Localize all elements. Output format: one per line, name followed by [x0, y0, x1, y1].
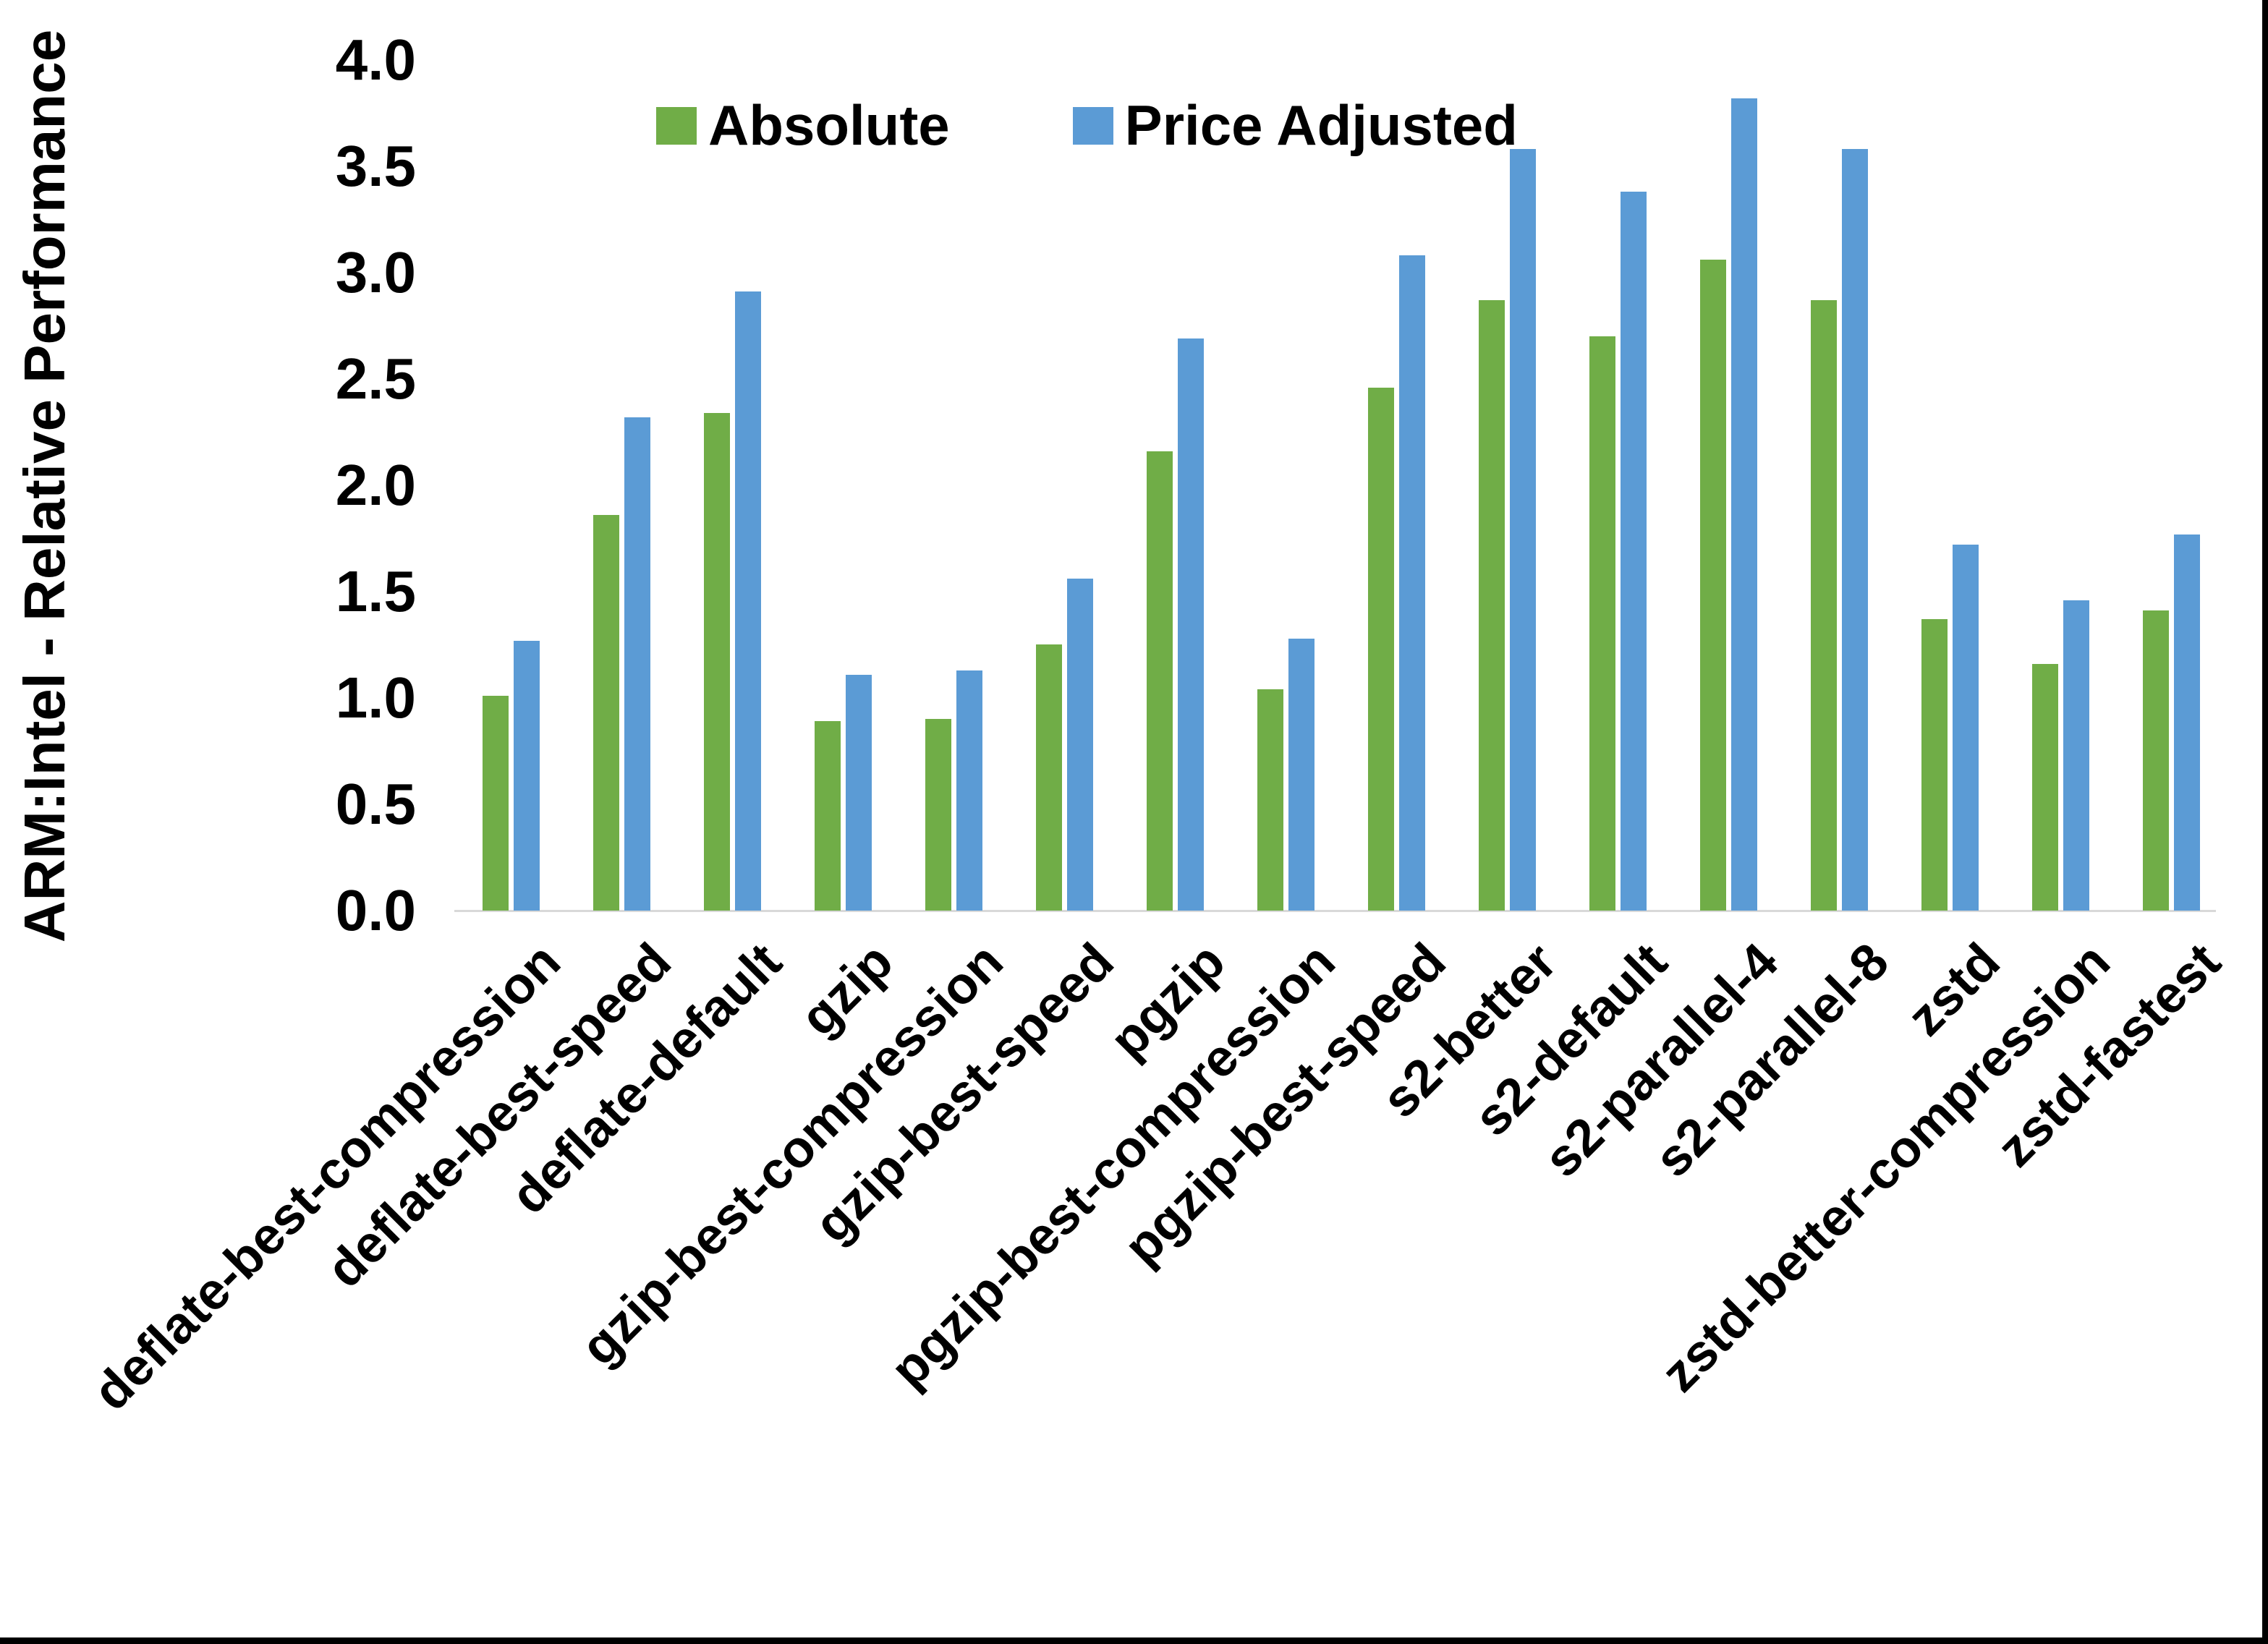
legend-item-absolute: Absolute — [656, 93, 950, 158]
bar-price-adjusted-zstd-better-compression — [2063, 600, 2089, 911]
bar-absolute-gzip-best-compression — [925, 719, 951, 911]
bar-absolute-pgzip-best-compression — [1257, 689, 1283, 911]
bar-price-adjusted-gzip — [846, 675, 872, 911]
x-axis-line — [454, 910, 2216, 912]
bar-price-adjusted-zstd-fastest — [2174, 534, 2200, 911]
bar-absolute-zstd — [1921, 619, 1948, 911]
y-tick-label: 4.0 — [335, 27, 416, 92]
y-tick-label: 3.0 — [335, 240, 416, 304]
bar-price-adjusted-s2-better — [1510, 149, 1536, 911]
legend-label-price-adjusted: Price Adjusted — [1124, 93, 1518, 157]
bar-price-adjusted-zstd — [1953, 545, 1979, 911]
window-edge-bottom — [0, 1637, 2268, 1644]
bar-absolute-zstd-fastest — [2143, 610, 2169, 911]
y-tick-label: 0.5 — [335, 772, 416, 836]
bar-price-adjusted-pgzip-best-speed — [1399, 255, 1425, 911]
bar-price-adjusted-s2-default — [1621, 192, 1647, 911]
bar-price-adjusted-s2-parallel-8 — [1842, 149, 1868, 911]
legend-label-absolute: Absolute — [708, 93, 950, 157]
bar-price-adjusted-pgzip — [1178, 338, 1204, 911]
y-tick-label: 2.0 — [335, 453, 416, 517]
plot-area — [454, 60, 2216, 912]
legend-swatch-price-adjusted-icon — [1072, 106, 1113, 145]
bar-absolute-s2-parallel-4 — [1700, 260, 1726, 911]
bar-absolute-gzip — [815, 721, 841, 911]
bar-absolute-gzip-best-speed — [1036, 644, 1062, 911]
bar-price-adjusted-deflate-best-compression — [514, 641, 540, 911]
bar-price-adjusted-pgzip-best-compression — [1288, 639, 1314, 911]
bar-price-adjusted-gzip-best-compression — [956, 670, 982, 911]
bar-absolute-s2-better — [1479, 300, 1505, 911]
bar-price-adjusted-deflate-best-speed — [624, 417, 650, 911]
window-edge-right — [2262, 0, 2268, 1644]
legend-item-price-adjusted: Price Adjusted — [1072, 93, 1518, 158]
bar-absolute-s2-parallel-8 — [1811, 300, 1837, 911]
bar-price-adjusted-s2-parallel-4 — [1731, 98, 1757, 911]
bar-absolute-deflate-default — [704, 413, 730, 911]
bar-absolute-s2-default — [1589, 336, 1615, 911]
bar-absolute-pgzip-best-speed — [1368, 388, 1394, 911]
bar-absolute-pgzip — [1147, 451, 1173, 911]
x-label-deflate-best-compression: deflate-best-compression — [82, 932, 572, 1422]
bar-absolute-zstd-better-compression — [2032, 664, 2058, 911]
y-tick-label: 1.0 — [335, 665, 416, 730]
y-tick-label: 1.5 — [335, 559, 416, 623]
bar-price-adjusted-gzip-best-speed — [1067, 579, 1093, 911]
y-tick-label: 0.0 — [335, 878, 416, 942]
legend-swatch-absolute-icon — [656, 106, 697, 145]
bar-absolute-deflate-best-speed — [593, 515, 619, 911]
y-tick-label: 2.5 — [335, 346, 416, 411]
bar-absolute-deflate-best-compression — [483, 696, 509, 911]
legend: Absolute Price Adjusted — [656, 93, 1518, 158]
y-tick-label: 3.5 — [335, 134, 416, 198]
bar-price-adjusted-deflate-default — [735, 291, 761, 911]
